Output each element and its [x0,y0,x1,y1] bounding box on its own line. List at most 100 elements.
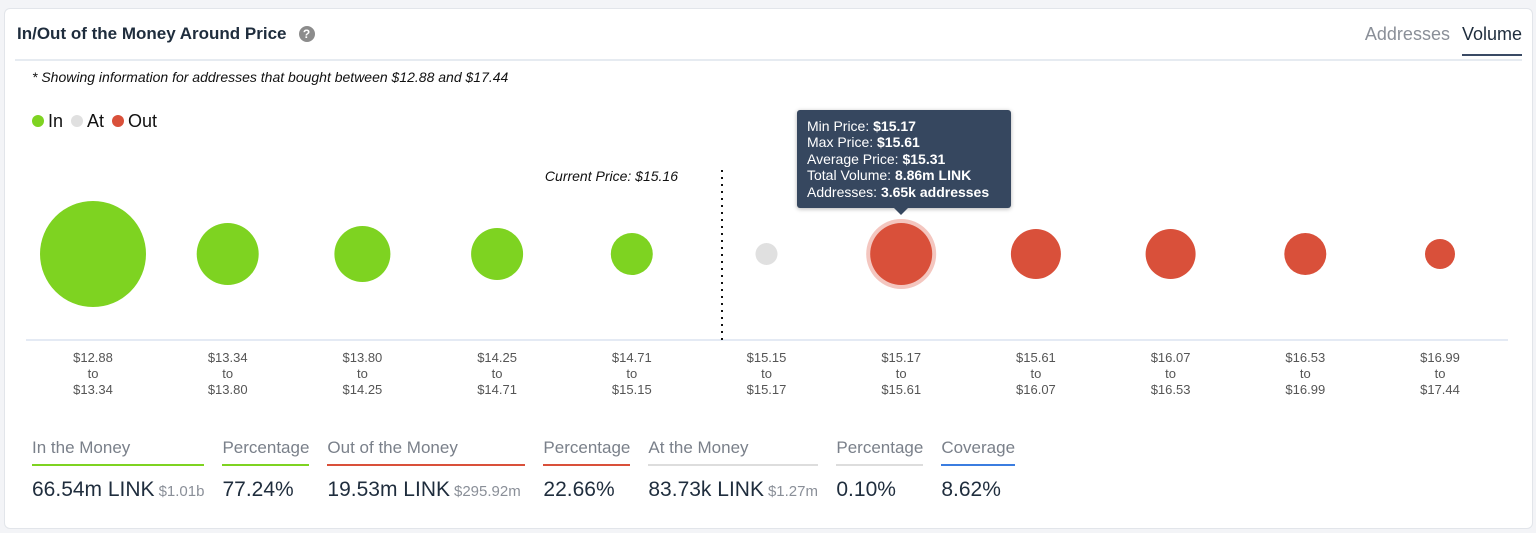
stat-header: Percentage [222,438,310,466]
stat-percentage: Percentage 22.66% [543,438,631,502]
stat-value: 19.53m LINK [327,478,450,501]
stat-value-row: 66.54m LINK $1.01b [32,478,204,502]
bucket-label: $16.53 [1285,350,1325,365]
stat-value-row: 8.62% [941,478,1015,502]
bucket-label: to [1300,366,1311,381]
summary-stats: In the Money 66.54m LINK $1.01b Percentage 7… [32,438,1016,502]
stat-usd-value: $295.92m [454,483,521,500]
bucket-label: $16.99 [1420,350,1460,365]
bucket-label: to [1030,366,1041,381]
range-note: * Showing information for addresses that… [32,69,509,85]
tooltip-row: Total Volume: 8.86m LINK [807,167,1005,183]
bucket-label: to [896,366,907,381]
tooltip-row: Min Price: $15.17 [807,118,1005,134]
stat-header: Coverage [941,438,1016,466]
stat-in-the-money: In the Money 66.54m LINK $1.01b [32,438,204,502]
in-dot-icon [32,115,44,127]
legend-in[interactable]: In [32,111,63,132]
bubble-out[interactable] [1425,239,1455,269]
tooltip-row: Average Price: $15.31 [807,151,1005,167]
bucket-label: $15.17 [881,350,921,365]
stat-at-the-money: At the Money 83.73k LINK $1.27m [648,438,819,502]
tooltip-value: $15.17 [873,118,916,134]
stat-value: 77.24% [222,478,294,501]
out-dot-icon [112,115,125,127]
bubble-out[interactable] [1010,229,1061,279]
tooltip-row: Max Price: $15.61 [807,134,1005,150]
question-circle-icon[interactable]: ? [298,26,315,42]
bubble-in[interactable] [196,223,259,285]
bucket-label: $14.71 [612,350,652,365]
bucket-label: to [1435,366,1446,381]
stat-coverage: Coverage 8.62% [941,438,1016,502]
bubble-in[interactable] [334,226,391,282]
bubble-out[interactable] [1145,229,1196,279]
stat-value-row: 0.10% [836,478,923,502]
bucket-label: $15.15 [612,382,652,397]
stat-value-row: 19.53m LINK $295.92m [327,478,525,502]
tooltip-label: Max Price: [807,134,878,151]
bucket-label: $14.25 [343,382,383,397]
legend-label: At [87,111,105,131]
bucket-label: $13.34 [208,350,248,365]
stat-out-of-the-money: Out of the Money 19.53m LINK $295.92m [327,438,526,502]
tooltip-value: 3.65k addresses [880,183,990,200]
legend-at[interactable]: At [71,111,104,132]
bucket-label: $15.61 [1016,350,1056,365]
bubble-out[interactable] [1284,233,1327,275]
bucket-label: $15.15 [747,350,787,365]
stat-value: 83.73k LINK [648,478,764,501]
at-dot-icon [71,115,84,127]
bucket-label: to [492,366,503,381]
legend-label: Out [128,111,158,131]
tooltip-label: Average Price: [807,150,903,167]
legend: In At Out [32,111,157,132]
stat-usd-value: $1.27m [767,483,818,500]
bucket-label: $16.53 [1151,382,1191,397]
tab-volume[interactable]: Volume [1461,24,1522,56]
tooltip-label: Addresses: [807,183,881,200]
tooltip-row: Addresses: 3.65k addresses [807,184,1005,200]
stat-value: 22.66% [543,478,615,501]
bucket-label: to [626,366,637,381]
bubble-in[interactable] [471,228,524,280]
bucket-label: $15.61 [881,382,921,397]
stat-value: 66.54m LINK [32,478,155,501]
bubble-in[interactable] [40,201,146,307]
stat-header: In the Money [32,438,204,466]
stat-percentage: Percentage 0.10% [836,438,924,502]
legend-label: In [48,111,64,131]
stat-value-row: 77.24% [222,478,309,502]
bucket-label: $12.88 [73,350,113,365]
bucket-label: $14.25 [477,350,517,365]
money-around-price-card: In/Out of the Money Around Price? Addres… [4,8,1533,529]
tooltip-label: Total Volume: [807,167,895,184]
bucket-label: $16.07 [1151,350,1191,365]
bucket-label: $13.80 [343,350,383,365]
bucket-label: $17.44 [1420,382,1460,397]
bucket-label: $16.07 [1016,382,1056,397]
view-tabs: Addresses Volume [1365,24,1522,56]
tooltip-label: Min Price: [807,118,874,134]
bubble-at[interactable] [755,243,778,265]
stat-usd-value: $1.01b [158,483,205,500]
bucket-label: to [88,366,99,381]
bucket-label: to [222,366,233,381]
stat-percentage: Percentage 77.24% [222,438,310,502]
bucket-label: to [1165,366,1176,381]
tooltip-value: $15.31 [902,150,946,167]
stat-header: Percentage [543,438,631,466]
legend-out[interactable]: Out [112,111,157,132]
stat-value-row: 83.73k LINK $1.27m [648,478,818,502]
bucket-label: $15.17 [747,382,787,397]
bucket-label: to [357,366,368,381]
tooltip-value: $15.61 [877,134,920,151]
bubble-in[interactable] [610,233,653,275]
stat-header: At the Money [648,438,819,466]
stat-header: Out of the Money [327,438,526,466]
bucket-label: $13.80 [208,382,248,397]
bubble-out[interactable] [870,223,933,285]
stat-value-row: 22.66% [543,478,630,502]
tab-addresses[interactable]: Addresses [1364,24,1450,44]
stat-value: 0.10% [836,478,896,501]
